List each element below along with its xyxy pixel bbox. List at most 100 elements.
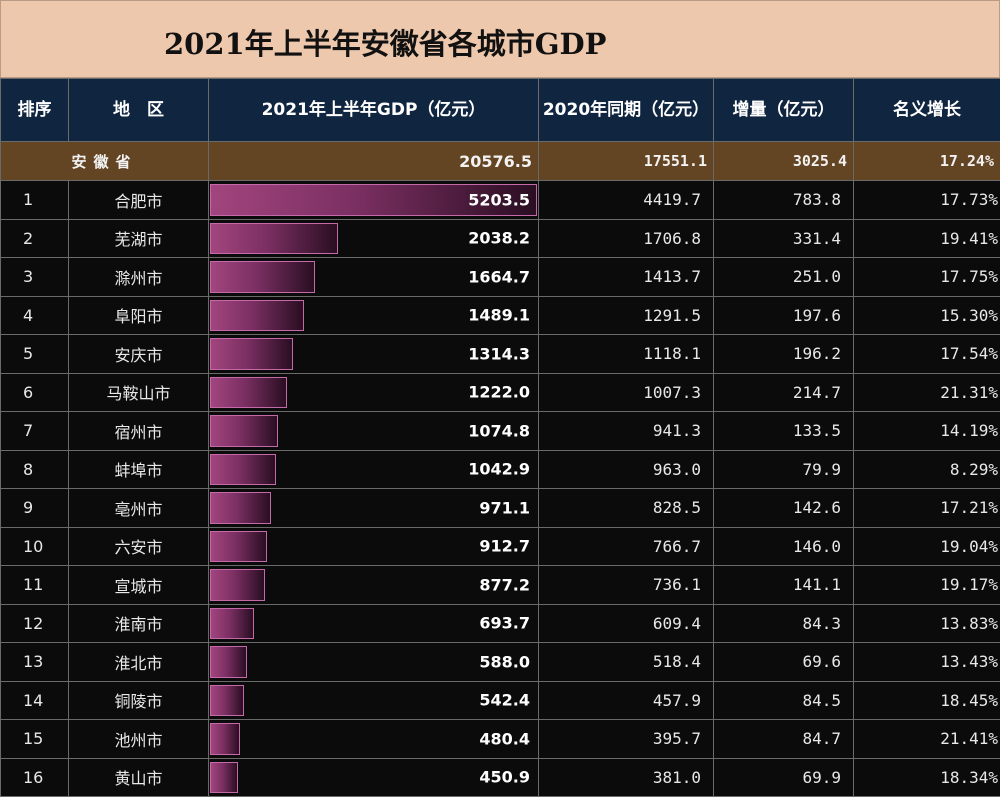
gdp-2021-cell: 542.4: [209, 681, 539, 720]
gdp-2020-cell: 1706.8: [539, 219, 714, 258]
gdp-table: 排序 地 区 2021年上半年GDP（亿元） 2020年同期（亿元） 增量（亿元…: [0, 78, 1000, 797]
city-cell: 芜湖市: [69, 219, 209, 258]
growth-cell: 21.31%: [854, 373, 1000, 412]
city-cell: 蚌埠市: [69, 450, 209, 489]
gdp-2021-cell: 2038.2: [209, 219, 539, 258]
rank-cell: 9: [1, 489, 69, 528]
rank-cell: 15: [1, 720, 69, 759]
increase-cell: 133.5: [714, 412, 854, 451]
gdp-value-label: 693.7: [479, 614, 530, 633]
gdp-2021-cell: 912.7: [209, 527, 539, 566]
gdp-value-label: 1042.9: [468, 460, 530, 479]
rank-cell: 8: [1, 450, 69, 489]
gdp-2021-cell: 1074.8: [209, 412, 539, 451]
gdp-bar: [210, 608, 254, 640]
growth-cell: 21.41%: [854, 720, 1000, 759]
header-growth: 名义增长: [854, 79, 1000, 142]
increase-cell: 197.6: [714, 296, 854, 335]
province-prev: 17551.1: [539, 142, 714, 181]
increase-cell: 79.9: [714, 450, 854, 489]
growth-cell: 19.04%: [854, 527, 1000, 566]
gdp-2020-cell: 766.7: [539, 527, 714, 566]
province-name: 安徽省: [1, 142, 209, 181]
gdp-2021-cell: 1222.0: [209, 373, 539, 412]
gdp-2021-cell: 5203.5: [209, 181, 539, 220]
growth-cell: 8.29%: [854, 450, 1000, 489]
gdp-2021-cell: 1042.9: [209, 450, 539, 489]
gdp-bar: [210, 723, 240, 755]
growth-cell: 13.83%: [854, 604, 1000, 643]
gdp-2021-cell: 1489.1: [209, 296, 539, 335]
gdp-value-label: 480.4: [479, 729, 530, 748]
gdp-bar: [210, 762, 238, 794]
gdp-2021-cell: 480.4: [209, 720, 539, 759]
rank-cell: 14: [1, 681, 69, 720]
gdp-2020-cell: 1007.3: [539, 373, 714, 412]
growth-cell: 18.45%: [854, 681, 1000, 720]
gdp-value-label: 1314.3: [468, 344, 530, 363]
gdp-2020-cell: 963.0: [539, 450, 714, 489]
header-region: 地 区: [69, 79, 209, 142]
rank-cell: 13: [1, 643, 69, 682]
rank-cell: 2: [1, 219, 69, 258]
gdp-value-label: 542.4: [479, 691, 530, 710]
gdp-bar: [210, 492, 271, 524]
gdp-bar: [210, 261, 315, 293]
gdp-value-label: 450.9: [479, 768, 530, 787]
city-cell: 铜陵市: [69, 681, 209, 720]
increase-cell: 196.2: [714, 335, 854, 374]
gdp-2021-cell: 588.0: [209, 643, 539, 682]
rank-cell: 4: [1, 296, 69, 335]
rank-cell: 5: [1, 335, 69, 374]
province-increase: 3025.4: [714, 142, 854, 181]
gdp-2021-cell: 1314.3: [209, 335, 539, 374]
gdp-value-label: 971.1: [479, 498, 530, 517]
city-cell: 阜阳市: [69, 296, 209, 335]
growth-cell: 17.73%: [854, 181, 1000, 220]
header-rank: 排序: [1, 79, 69, 142]
gdp-bar: [210, 646, 247, 678]
gdp-2020-cell: 457.9: [539, 681, 714, 720]
gdp-bar: [210, 531, 267, 563]
gdp-bar: [210, 415, 278, 447]
growth-cell: 17.21%: [854, 489, 1000, 528]
gdp-2021-cell: 877.2: [209, 566, 539, 605]
city-cell: 淮南市: [69, 604, 209, 643]
gdp-2020-cell: 395.7: [539, 720, 714, 759]
rank-cell: 7: [1, 412, 69, 451]
increase-cell: 84.5: [714, 681, 854, 720]
increase-cell: 141.1: [714, 566, 854, 605]
gdp-value-label: 877.2: [479, 575, 530, 594]
rank-cell: 11: [1, 566, 69, 605]
gdp-2020-cell: 518.4: [539, 643, 714, 682]
growth-cell: 19.41%: [854, 219, 1000, 258]
gdp-bar: [210, 223, 338, 255]
increase-cell: 146.0: [714, 527, 854, 566]
gdp-value-label: 1222.0: [468, 383, 530, 402]
gdp-2020-cell: 736.1: [539, 566, 714, 605]
page-title: 2021年上半年安徽省各城市GDP: [164, 21, 606, 63]
gdp-value-label: 1074.8: [468, 421, 530, 440]
gdp-bar: [210, 338, 293, 370]
increase-cell: 251.0: [714, 258, 854, 297]
rank-cell: 12: [1, 604, 69, 643]
rank-cell: 1: [1, 181, 69, 220]
gdp-2020-cell: 1413.7: [539, 258, 714, 297]
gdp-bar: [210, 377, 287, 409]
gdp-2020-cell: 941.3: [539, 412, 714, 451]
city-cell: 宣城市: [69, 566, 209, 605]
gdp-bar: [210, 685, 244, 717]
growth-cell: 13.43%: [854, 643, 1000, 682]
gdp-2021-cell: 693.7: [209, 604, 539, 643]
city-cell: 马鞍山市: [69, 373, 209, 412]
